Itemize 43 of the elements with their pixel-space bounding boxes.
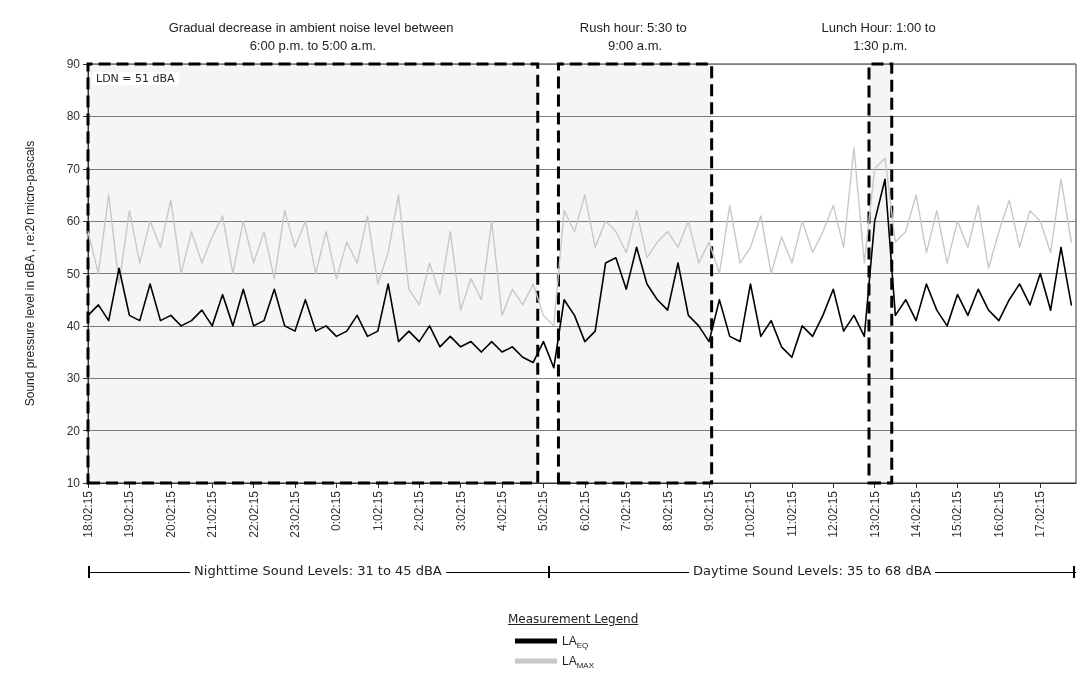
y-tick-label: 70	[66, 161, 81, 176]
band-label: Gradual decrease in ambient noise level between 6:00 p.m. to 5:00 a.m.	[168, 20, 458, 53]
band-label: Lunch Hour: 1:00 to 1:30 p.m.	[821, 20, 940, 53]
x-tick-label: 3:02:15	[453, 490, 468, 532]
y-tick-label: 20	[66, 423, 81, 438]
x-tick-label: 13:02:15	[867, 490, 882, 538]
x-tick-label: 4:02:15	[495, 490, 510, 532]
y-tick-label: 10	[66, 476, 81, 490]
band-label: Rush hour: 5:30 to 9:00 a.m.	[579, 20, 691, 53]
y-tick-label: 40	[66, 318, 81, 333]
line-series	[87, 178, 1073, 369]
x-tick-label: 0:02:15	[329, 490, 344, 532]
x-tick-label: 22:02:15	[246, 490, 261, 538]
x-tick-label: 17:02:15	[1033, 490, 1048, 538]
y-tick-label: 90	[66, 57, 81, 71]
x-tick-label: 19:02:15	[122, 490, 137, 538]
x-tick-label: 8:02:15	[660, 490, 675, 532]
x-tick-label: 9:02:15	[702, 490, 717, 532]
x-tick-label: 23:02:15	[288, 490, 303, 538]
legend-title: Measurement Legend	[508, 612, 639, 626]
x-tick-label: 21:02:15	[205, 490, 220, 538]
y-axis-title: Sound pressure level in dBA , re:20 micro-pascals	[23, 140, 37, 407]
x-tick-label: 2:02:15	[412, 490, 427, 532]
x-tick-label: 15:02:15	[950, 490, 965, 538]
x-tick-label: 20:02:15	[163, 490, 178, 538]
x-tick-label: 1:02:15	[370, 490, 385, 532]
x-tick-label: 11:02:15	[784, 490, 799, 537]
line-series	[87, 147, 1073, 327]
text: Daytime Sound Levels: 35 to 68 dBA	[689, 563, 936, 578]
y-tick-label: 60	[66, 214, 81, 229]
x-tick-label: 18:02:15	[81, 490, 95, 538]
y-tick-label: 50	[66, 266, 81, 281]
text: Nighttime Sound Levels: 31 to 45 dBA	[190, 563, 446, 578]
x-tick-label: 12:02:15	[826, 490, 841, 538]
annotation: LDN = 51 dBA	[92, 72, 179, 85]
x-tick-label: 6:02:15	[577, 490, 592, 532]
x-tick-label: 16:02:15	[991, 490, 1006, 538]
x-tick-label: 14:02:15	[909, 490, 924, 538]
x-tick-label: 7:02:15	[619, 490, 634, 532]
y-tick-label: 30	[66, 371, 81, 386]
x-tick-label: 10:02:15	[743, 490, 758, 538]
y-tick-label: 80	[66, 109, 81, 124]
x-tick-label: 5:02:15	[536, 490, 551, 532]
